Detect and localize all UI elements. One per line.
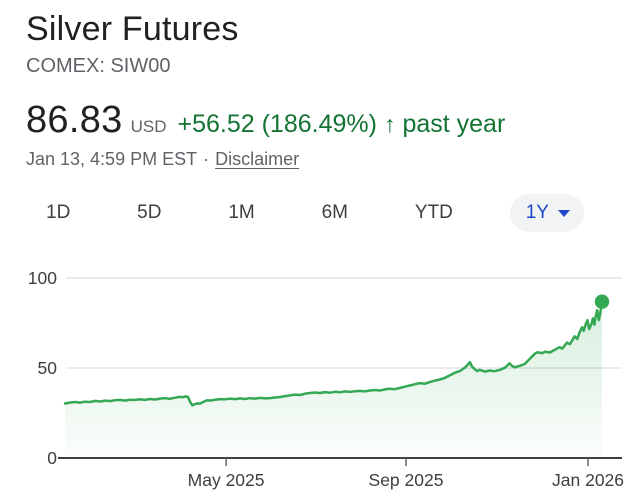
y-tick-label-50: 50	[38, 358, 58, 378]
timestamp-row: Jan 13, 4:59 PM EST · Disclaimer	[26, 149, 634, 170]
price-chart-svg[interactable]: 0 50 100 May 2025 Sep 2025 Jan 2026	[0, 252, 634, 500]
tab-1d[interactable]: 1D	[36, 196, 80, 230]
line-path	[63, 300, 604, 407]
tab-5d[interactable]: 5D	[127, 196, 171, 230]
header: Silver Futures COMEX: SIW00	[0, 0, 634, 78]
last-price-marker	[594, 294, 610, 309]
y-tick-label-0: 0	[47, 448, 57, 468]
x-tick-label: Sep 2025	[369, 470, 444, 490]
current-price: 86.83	[26, 99, 123, 141]
disclaimer-link[interactable]: Disclaimer	[215, 149, 300, 169]
area-fill	[65, 301, 602, 458]
tab-6m[interactable]: 6M	[312, 196, 358, 230]
quote-row: 86.83 USD +56.52 (186.49%) ↑ past year	[26, 99, 634, 142]
x-tick-label: May 2025	[188, 470, 265, 490]
currency-label: USD	[130, 117, 167, 136]
y-tick-label-100: 100	[28, 268, 57, 288]
timestamp: Jan 13, 4:59 PM EST	[26, 149, 198, 169]
dot-separator: ·	[203, 149, 210, 169]
price-line	[63, 294, 610, 407]
x-tick-label: Jan 2026	[552, 470, 624, 490]
axis-labels: 0 50 100 May 2025 Sep 2025 Jan 2026	[28, 268, 624, 490]
tab-1y-label: 1Y	[525, 202, 549, 223]
up-arrow-icon: ↑	[383, 111, 396, 137]
tab-1m[interactable]: 1M	[218, 196, 264, 230]
page-title: Silver Futures	[26, 10, 239, 48]
chevron-down-icon	[557, 209, 570, 217]
tab-ytd[interactable]: YTD	[405, 196, 463, 230]
range-tabs: 1D 5D 1M 6M YTD 1Y	[36, 194, 584, 232]
period-label: past year	[402, 110, 506, 138]
price-chart[interactable]: 0 50 100 May 2025 Sep 2025 Jan 2026	[0, 252, 634, 500]
exchange-symbol: COMEX: SIW00	[26, 55, 171, 77]
axes	[58, 457, 622, 466]
tab-1y[interactable]: 1Y	[509, 194, 584, 232]
price-change: +56.52 (186.49%)	[177, 110, 377, 138]
area-path	[65, 301, 602, 458]
